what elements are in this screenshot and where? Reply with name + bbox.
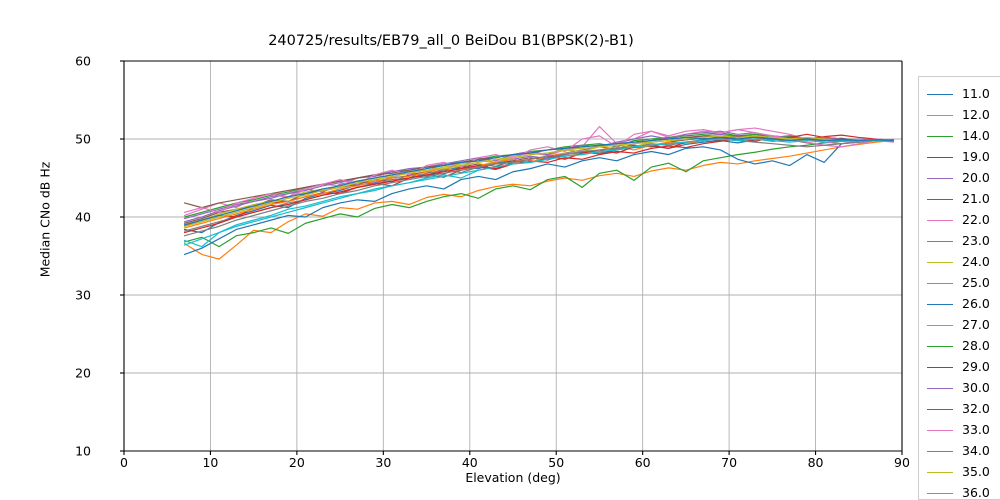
legend-color-swatch (927, 136, 953, 137)
legend-color-swatch (927, 304, 953, 305)
legend-item-label: 11.0 (962, 86, 990, 102)
y-tick-label: 50 (75, 131, 91, 147)
x-tick-label: 70 (721, 455, 738, 470)
legend-item-label: 34.0 (962, 443, 990, 459)
legend-item[interactable]: 12.0 (919, 105, 1000, 126)
legend-item[interactable]: 19.0 (919, 147, 1000, 168)
legend-item[interactable]: 35.0 (919, 462, 1000, 483)
legend-color-swatch (927, 262, 953, 263)
legend-item-label: 14.0 (962, 128, 990, 144)
series-line (183, 137, 894, 234)
legend-item-label: 35.0 (962, 464, 990, 480)
legend-item-label: 29.0 (962, 359, 990, 375)
legend-item[interactable]: 20.0 (919, 168, 1000, 189)
legend-item[interactable]: 30.0 (919, 378, 1000, 399)
legend-color-swatch (927, 199, 953, 200)
x-tick-label: 60 (634, 455, 651, 470)
x-tick-label: 50 (548, 455, 565, 470)
x-tick-label: 10 (202, 455, 219, 470)
legend-color-swatch (927, 346, 953, 347)
series-line (183, 138, 894, 237)
legend-color-swatch (927, 472, 953, 473)
x-tick-label: 90 (894, 455, 910, 470)
legend-item[interactable]: 28.0 (919, 336, 1000, 357)
legend-item-label: 25.0 (962, 275, 990, 291)
x-tick-label: 80 (807, 455, 824, 470)
series-line (183, 138, 894, 248)
legend-color-swatch (927, 94, 953, 95)
legend-item-label: 19.0 (962, 149, 990, 165)
legend-color-swatch (927, 409, 953, 410)
legend-color-swatch (927, 325, 953, 326)
series-line (183, 138, 894, 246)
legend-item[interactable]: 22.0 (919, 210, 1000, 231)
legend-item-label: 21.0 (962, 191, 990, 207)
legend-item[interactable]: 24.0 (919, 252, 1000, 273)
legend-item-label: 36.0 (962, 485, 990, 500)
chart-title: 240725/results/EB79_all_0 BeiDou B1(BPSK… (268, 33, 634, 49)
legend-color-swatch (927, 241, 953, 242)
legend-color-swatch (927, 367, 953, 368)
x-tick-label: 40 (461, 455, 478, 470)
legend-item-label: 22.0 (962, 212, 990, 228)
y-tick-label: 60 (75, 53, 91, 69)
legend-item-label: 26.0 (962, 296, 990, 312)
y-tick-label: 10 (75, 443, 91, 459)
legend-color-swatch (927, 283, 953, 284)
legend-item[interactable]: 32.0 (919, 399, 1000, 420)
x-tick-label: 30 (375, 455, 392, 470)
legend-item-label: 24.0 (962, 254, 990, 270)
series-line (183, 135, 894, 224)
series-line (183, 139, 894, 260)
x-axis-label: Elevation (deg) (465, 470, 561, 485)
series-line (183, 135, 894, 227)
legend-color-swatch (927, 220, 953, 221)
legend-item[interactable]: 25.0 (919, 273, 1000, 294)
legend-color-swatch (927, 388, 953, 389)
y-tick-label: 40 (75, 209, 91, 225)
legend-item-label: 32.0 (962, 401, 990, 417)
series-line (183, 129, 894, 213)
y-tick-label: 30 (75, 287, 91, 303)
x-tick-label: 20 (288, 455, 305, 470)
legend-item[interactable]: 23.0 (919, 231, 1000, 252)
legend-color-swatch (927, 493, 953, 494)
legend-color-swatch (927, 178, 953, 179)
legend-item-label: 27.0 (962, 317, 990, 333)
legend-item[interactable]: 21.0 (919, 189, 1000, 210)
y-tick-label: 20 (75, 365, 91, 381)
legend[interactable]: 11.0 12.0 14.0 19.0 20.0 21.0 22.0 23.0 24.0 25.0… (918, 76, 1000, 500)
legend-item[interactable]: 14.0 (919, 126, 1000, 147)
legend-item[interactable]: 34.0 (919, 441, 1000, 462)
legend-item-label: 28.0 (962, 338, 990, 354)
legend-item-label: 33.0 (962, 422, 990, 438)
legend-color-swatch (927, 157, 953, 158)
legend-item[interactable]: 11.0 (919, 84, 1000, 105)
legend-color-swatch (927, 451, 953, 452)
legend-color-swatch (927, 115, 953, 116)
legend-item[interactable]: 33.0 (919, 420, 1000, 441)
data-series-group (183, 125, 894, 260)
legend-item-label: 23.0 (962, 233, 990, 249)
legend-item[interactable]: 27.0 (919, 315, 1000, 336)
legend-item-label: 30.0 (962, 380, 990, 396)
legend-item[interactable]: 26.0 (919, 294, 1000, 315)
legend-item[interactable]: 29.0 (919, 357, 1000, 378)
legend-item-label: 20.0 (962, 170, 990, 186)
series-line (183, 136, 894, 226)
legend-item[interactable]: 36.0 (919, 483, 1000, 500)
series-line (183, 139, 894, 256)
legend-item-label: 12.0 (962, 107, 990, 123)
legend-color-swatch (927, 430, 953, 431)
x-tick-label: 0 (120, 455, 128, 470)
